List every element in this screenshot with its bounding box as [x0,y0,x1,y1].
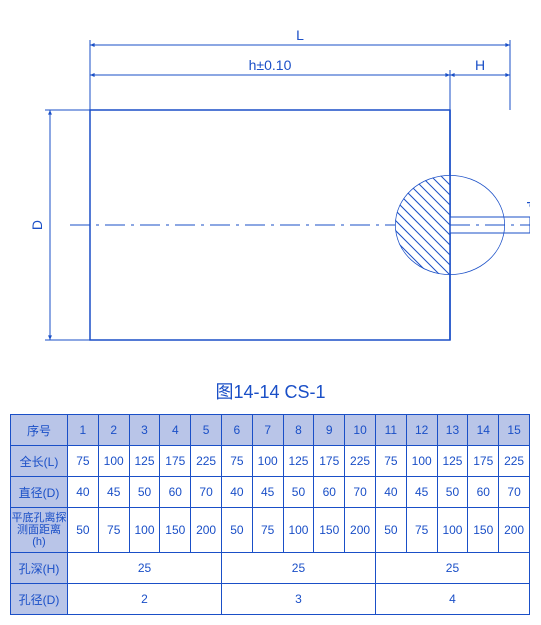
row-label: 平底孔离探测面距离(h) [11,508,68,553]
data-cell-span: 4 [375,584,529,615]
col-index-2: 2 [98,415,129,446]
svg-text:L: L [296,27,304,43]
data-cell: 175 [160,446,191,477]
data-cell: 100 [283,508,314,553]
spec-table: 序号123456789101112131415全长(L)751001251752… [10,414,530,615]
data-cell-span: 3 [221,584,375,615]
data-cell: 225 [345,446,376,477]
row-label: 直径(D) [11,477,68,508]
col-index-11: 11 [375,415,406,446]
data-cell: 200 [345,508,376,553]
data-cell: 50 [68,508,99,553]
svg-text:d: d [524,201,530,209]
data-cell: 175 [314,446,345,477]
diagram-svg: Lh±0.10 H Dd [10,10,530,370]
data-cell: 75 [406,508,437,553]
data-cell: 150 [160,508,191,553]
col-index-9: 9 [314,415,345,446]
data-cell: 75 [221,446,252,477]
data-cell-span: 25 [375,553,529,584]
data-cell: 100 [98,446,129,477]
row-label: 孔径(D) [11,584,68,615]
col-index-4: 4 [160,415,191,446]
data-cell: 225 [191,446,222,477]
data-cell: 100 [437,508,468,553]
data-cell: 200 [499,508,530,553]
data-cell: 50 [375,508,406,553]
data-cell: 45 [406,477,437,508]
svg-text:H: H [475,57,485,73]
data-cell: 125 [129,446,160,477]
data-cell: 70 [191,477,222,508]
data-cell: 75 [375,446,406,477]
data-cell: 60 [160,477,191,508]
data-cell: 70 [345,477,376,508]
col-index-12: 12 [406,415,437,446]
data-cell: 100 [252,446,283,477]
engineering-diagram: Lh±0.10 H Dd [10,10,530,370]
data-cell: 60 [314,477,345,508]
data-cell: 50 [129,477,160,508]
data-cell-span: 25 [68,553,222,584]
svg-text:h±0.10: h±0.10 [249,57,292,73]
col-index-13: 13 [437,415,468,446]
data-cell: 75 [68,446,99,477]
data-cell: 225 [499,446,530,477]
data-cell: 60 [468,477,499,508]
data-cell: 100 [406,446,437,477]
col-index-10: 10 [345,415,376,446]
col-index-8: 8 [283,415,314,446]
data-cell: 50 [283,477,314,508]
data-cell: 40 [68,477,99,508]
data-cell: 50 [437,477,468,508]
data-cell: 40 [375,477,406,508]
data-cell-span: 25 [221,553,375,584]
data-cell: 45 [98,477,129,508]
data-cell: 70 [499,477,530,508]
col-header-label: 序号 [11,415,68,446]
data-cell: 150 [314,508,345,553]
col-index-7: 7 [252,415,283,446]
data-cell: 40 [221,477,252,508]
data-cell: 50 [221,508,252,553]
data-cell: 125 [437,446,468,477]
data-cell: 200 [191,508,222,553]
data-cell: 45 [252,477,283,508]
figure-caption: 图14-14 CS-1 [10,378,531,404]
col-index-15: 15 [499,415,530,446]
col-index-5: 5 [191,415,222,446]
svg-text:D: D [29,220,45,230]
col-index-14: 14 [468,415,499,446]
col-index-3: 3 [129,415,160,446]
data-cell: 175 [468,446,499,477]
col-index-6: 6 [221,415,252,446]
col-index-1: 1 [68,415,99,446]
data-cell: 75 [252,508,283,553]
data-cell: 150 [468,508,499,553]
data-cell: 100 [129,508,160,553]
row-label: 孔深(H) [11,553,68,584]
data-cell: 75 [98,508,129,553]
data-cell-span: 2 [68,584,222,615]
data-cell: 125 [283,446,314,477]
row-label: 全长(L) [11,446,68,477]
